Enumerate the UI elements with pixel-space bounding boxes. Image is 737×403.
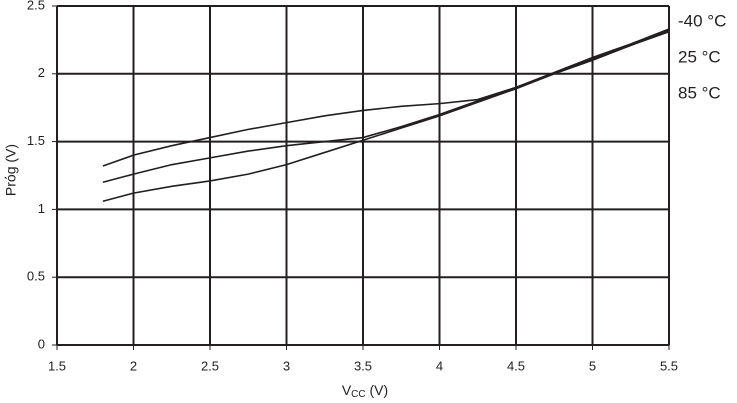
x-axis-title: VCC (V) (342, 382, 388, 400)
line (102, 28, 670, 167)
series-label: 85 °C (678, 83, 721, 102)
x-tick-label: 5 (589, 358, 596, 373)
x-axis-title-main: V (342, 382, 352, 398)
x-tick-label: 3 (283, 358, 290, 373)
y-tick-label: 1.5 (27, 133, 45, 148)
x-tick-label: 4.5 (507, 358, 525, 373)
x-tick-label: 2 (130, 358, 137, 373)
y-axis-title: Prόg (V) (3, 144, 19, 196)
line (102, 29, 670, 184)
series-label: 25 °C (678, 47, 721, 66)
x-tick-label: 1.5 (48, 358, 66, 373)
x-tick-label: 3.5 (354, 358, 372, 373)
y-tick-label: 1 (38, 201, 45, 216)
line (102, 31, 670, 203)
x-tick-label: 4 (436, 358, 443, 373)
x-axis-title-unit: (V) (366, 382, 389, 398)
x-axis-title-sub: CC (351, 389, 365, 400)
x-tick-label: 2.5 (201, 358, 219, 373)
x-tick-label: 5.5 (660, 358, 678, 373)
y-tick-label: 2 (38, 65, 45, 80)
y-tick-label: 0.5 (27, 269, 45, 284)
y-tick-label: 2.5 (27, 0, 45, 12)
y-tick-label: 0 (38, 336, 45, 351)
series-label: -40 °C (678, 11, 726, 30)
